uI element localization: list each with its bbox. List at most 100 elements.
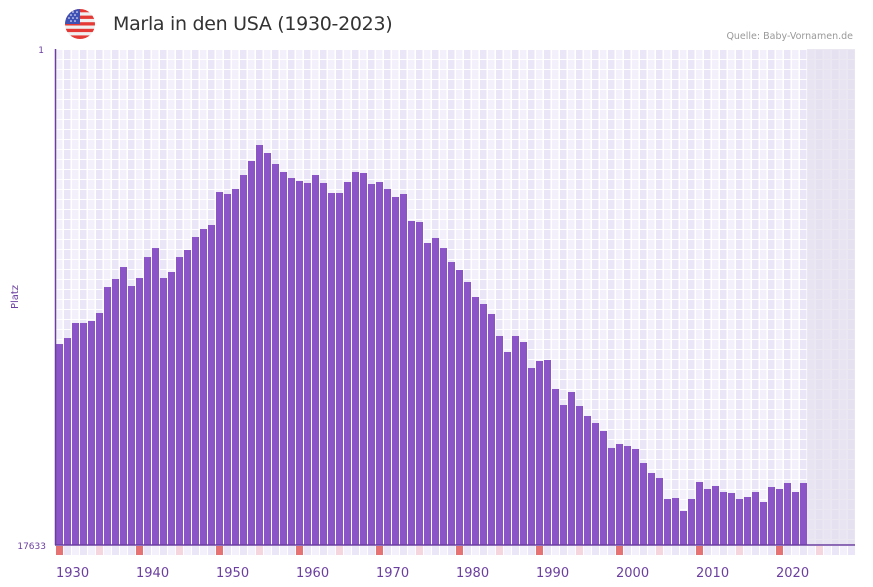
bar-1998 <box>600 430 607 545</box>
marker-1996 <box>584 546 591 555</box>
marker-1948 <box>200 546 207 555</box>
marker-2012 <box>712 546 719 555</box>
bar-1936 <box>104 287 111 545</box>
bar-2009 <box>688 499 695 545</box>
marker-1949 <box>208 546 215 555</box>
marker-1935 <box>96 546 103 555</box>
marker-1994 <box>568 546 575 555</box>
bar-1954 <box>248 160 255 545</box>
bar-1978 <box>440 248 447 545</box>
marker-1991 <box>544 546 551 555</box>
bar-1981 <box>464 282 471 545</box>
marker-2014 <box>728 546 735 555</box>
x-tick-2010: 2010 <box>696 566 729 581</box>
bar-2018 <box>760 501 767 545</box>
marker-2011 <box>704 546 711 555</box>
bar-1971 <box>384 189 391 545</box>
marker-1962 <box>312 546 319 555</box>
y-axis-label: Platz <box>10 285 21 309</box>
bar-1962 <box>312 174 319 545</box>
bar-1931 <box>64 338 71 545</box>
marker-2029 <box>848 546 855 555</box>
x-tick-1930: 1930 <box>56 566 89 581</box>
bar-2011 <box>704 488 711 545</box>
bar-1984 <box>488 313 495 545</box>
marker-2021 <box>784 546 791 555</box>
marker-1970 <box>376 546 383 555</box>
marker-2009 <box>688 546 695 555</box>
marker-1934 <box>88 546 95 555</box>
marker-1984 <box>488 546 495 555</box>
bar-1964 <box>328 193 335 545</box>
marker-1981 <box>464 546 471 555</box>
marker-1933 <box>80 546 87 555</box>
marker-2018 <box>760 546 767 555</box>
marker-1998 <box>600 546 607 555</box>
bar-2012 <box>712 485 719 545</box>
bar-2022 <box>792 492 799 545</box>
bar-1938 <box>120 267 127 545</box>
bar-1996 <box>584 415 591 545</box>
marker-1982 <box>472 546 479 555</box>
x-tick-2020: 2020 <box>776 566 809 581</box>
x-tick-1950: 1950 <box>216 566 249 581</box>
bar-1959 <box>288 178 295 545</box>
bar-1946 <box>184 249 191 545</box>
bar-1951 <box>224 193 231 545</box>
marker-1945 <box>176 546 183 555</box>
marker-1932 <box>72 546 79 555</box>
marker-2023 <box>800 546 807 555</box>
x-tick-2000: 2000 <box>616 566 649 581</box>
bar-1987 <box>512 335 519 545</box>
marker-2003 <box>640 546 647 555</box>
marker-1993 <box>560 546 567 555</box>
marker-2017 <box>752 546 759 555</box>
bar-1955 <box>256 145 263 545</box>
bar-1974 <box>408 220 415 546</box>
marker-1983 <box>480 546 487 555</box>
bar-1989 <box>528 368 535 545</box>
marker-1959 <box>288 546 295 555</box>
bar-1973 <box>400 193 407 545</box>
marker-1956 <box>264 546 271 555</box>
marker-1952 <box>232 546 239 555</box>
bar-1982 <box>472 297 479 545</box>
bar-1934 <box>88 320 95 545</box>
bar-1943 <box>160 278 167 545</box>
marker-1992 <box>552 546 559 555</box>
bar-1944 <box>168 271 175 545</box>
marker-1974 <box>408 546 415 555</box>
future-region <box>807 49 855 545</box>
marker-1987 <box>512 546 519 555</box>
bar-1966 <box>344 182 351 545</box>
marker-1954 <box>248 546 255 555</box>
marker-1951 <box>224 546 231 555</box>
y-tick-top: 1 <box>38 46 44 56</box>
marker-2020 <box>776 546 783 555</box>
bar-2023 <box>800 483 807 545</box>
marker-1940 <box>136 546 143 555</box>
bar-1992 <box>552 388 559 545</box>
marker-1985 <box>496 546 503 555</box>
source-credit: Quelle: Baby-Vornamen.de <box>726 31 853 42</box>
grid-background <box>56 50 855 545</box>
marker-2024 <box>808 546 815 555</box>
bar-1932 <box>72 322 79 545</box>
marker-1941 <box>144 546 151 555</box>
marker-1950 <box>216 546 223 555</box>
bar-2019 <box>768 486 775 545</box>
marker-1968 <box>360 546 367 555</box>
marker-2016 <box>744 546 751 555</box>
marker-2013 <box>720 546 727 555</box>
marker-1960 <box>296 546 303 555</box>
bar-1961 <box>304 182 311 545</box>
x-tick-1980: 1980 <box>456 566 489 581</box>
bar-1970 <box>376 182 383 545</box>
bar-2016 <box>744 497 751 545</box>
year-markers <box>56 546 855 555</box>
bar-1979 <box>448 262 455 545</box>
marker-1975 <box>416 546 423 555</box>
marker-2005 <box>656 546 663 555</box>
bar-2013 <box>720 492 727 545</box>
